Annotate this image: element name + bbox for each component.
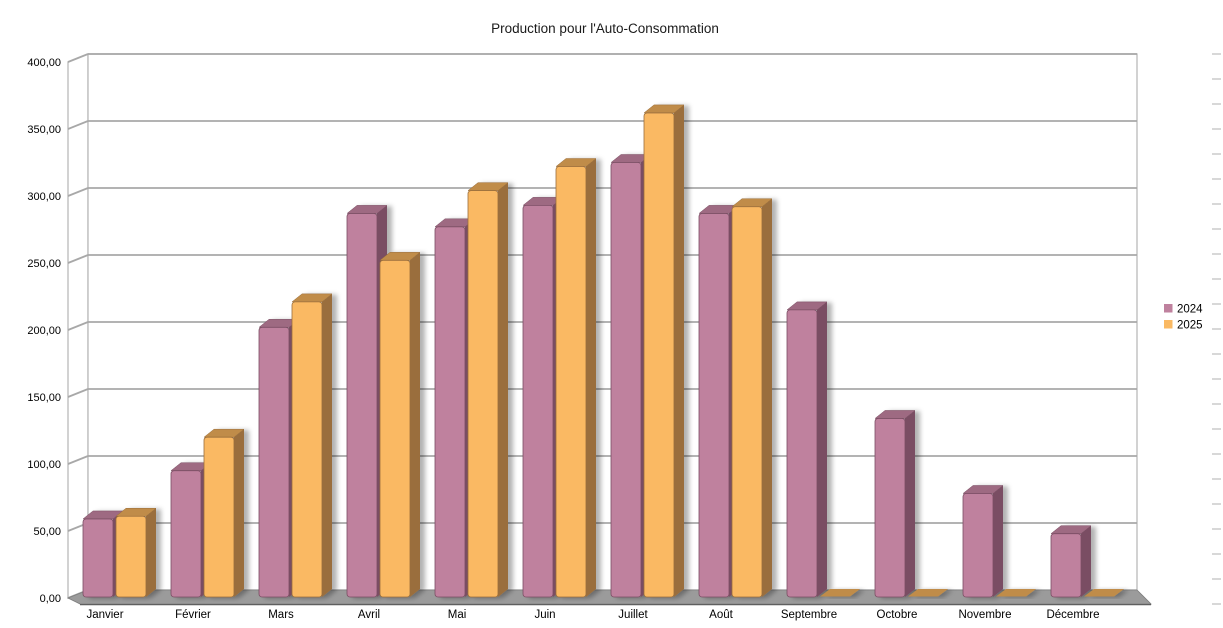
bar-side-face <box>586 158 596 597</box>
bar-side-face <box>322 293 332 597</box>
bar-front-face <box>698 213 730 598</box>
y-axis-tick-label-200: 200,00 <box>27 325 61 337</box>
bar-2025-janvier <box>115 508 157 598</box>
y-axis-tick-label-300: 300,00 <box>27 191 61 203</box>
bar-front-face <box>170 470 202 598</box>
bar-2024-octobre <box>874 410 916 598</box>
bar-2024-decembre <box>1050 525 1092 598</box>
bar-side-face <box>993 485 1003 597</box>
bar-front-face <box>874 418 906 598</box>
bar-side-face <box>410 252 420 597</box>
legend-swatch-2024 <box>1164 304 1173 313</box>
bar-zero-flat <box>820 589 860 597</box>
legend-label-2024: 2024 <box>1177 304 1203 316</box>
bar-front-face <box>731 206 763 598</box>
legend-swatch-2025 <box>1164 320 1173 329</box>
bar-2025-fevrier <box>203 428 245 598</box>
bar-front-face <box>962 493 994 598</box>
bar-front-face <box>379 259 411 598</box>
x-axis-category-label-janvier: Janvier <box>86 609 123 621</box>
legend: 2024 2025 <box>1164 304 1203 332</box>
x-axis-category-label-aout: Août <box>709 609 733 621</box>
bars-group <box>82 104 1124 598</box>
bar-side-face <box>905 410 915 597</box>
y-axis-tick-label-100: 100,00 <box>27 459 61 471</box>
bar-front-face <box>434 226 466 598</box>
y-axis-tick-label-150: 150,00 <box>27 392 61 404</box>
gridline-stub-150 <box>67 388 89 398</box>
bar-side-face <box>146 508 156 597</box>
x-axis-category-label-octobre: Octobre <box>877 609 918 621</box>
gridline-stub-100 <box>67 455 89 465</box>
bar-2025-septembre <box>820 589 860 597</box>
x-axis-category-label-juillet: Juillet <box>618 609 648 621</box>
y-axis-tick-label-250: 250,00 <box>27 258 61 270</box>
bar-front-face <box>258 326 290 598</box>
bar-zero-flat <box>996 589 1036 597</box>
bar-2025-mai <box>467 182 509 598</box>
gridline-stub-200 <box>67 321 89 331</box>
bar-front-face <box>522 204 554 598</box>
x-axis-category-label-novembre: Novembre <box>958 609 1011 621</box>
bar-front-face <box>203 436 235 598</box>
gridline-stub-350 <box>67 120 89 130</box>
chart-title: Production pour l'Auto-Consommation <box>491 21 719 36</box>
x-axis-category-label-septembre: Septembre <box>781 609 837 621</box>
bar-zero-flat <box>908 589 948 597</box>
x-axis-category-label-mai: Mai <box>448 609 467 621</box>
x-axis-category-label-mars: Mars <box>268 609 294 621</box>
bar-2025-aout <box>731 198 773 598</box>
x-axis-category-label-juin: Juin <box>534 609 555 621</box>
bar-zero-flat <box>1084 589 1124 597</box>
bar-side-face <box>234 429 244 597</box>
y-axis-tick-label-350: 350,00 <box>27 124 61 136</box>
bar-2025-juillet <box>643 104 685 598</box>
x-axis-category-label-fevrier: Février <box>175 609 211 621</box>
y-axis-tick-label-50: 50,00 <box>33 526 61 538</box>
bar-front-face <box>786 309 818 598</box>
y-axis-tick-label-400: 400,00 <box>27 57 61 69</box>
bar-side-face <box>1081 525 1091 597</box>
bar-side-face <box>762 198 772 597</box>
bar-front-face <box>610 162 642 598</box>
bar-front-face <box>555 166 587 598</box>
bar-2024-novembre <box>962 485 1004 598</box>
gridline-stub-300 <box>67 187 89 197</box>
gridline-stub-400 <box>67 53 89 63</box>
bar-side-face <box>498 182 508 597</box>
bar-front-face <box>1050 533 1082 598</box>
bar-2025-juin <box>555 158 597 598</box>
bar-2025-octobre <box>908 589 948 597</box>
gridline-stub-250 <box>67 254 89 264</box>
axes-labels-group: 0,00 50,00 100,00 150,00 200,00 250,00 300,00 3… <box>27 57 1099 621</box>
bar-front-face <box>467 190 499 598</box>
bar-2024-septembre <box>786 301 828 598</box>
bar-2025-decembre <box>1084 589 1124 597</box>
bar-2025-avril <box>379 252 421 598</box>
bar-side-face <box>817 301 827 597</box>
x-axis-category-label-avril: Avril <box>358 609 380 621</box>
bar-front-face <box>346 213 378 598</box>
bar-2025-novembre <box>996 589 1036 597</box>
right-edge-tick-marks <box>1212 53 1221 605</box>
y-axis-tick-label-0: 0,00 <box>40 593 61 605</box>
bar-front-face <box>82 518 114 598</box>
bar-front-face <box>115 515 147 598</box>
bar-2025-mars <box>291 293 333 598</box>
bar-front-face <box>291 301 323 598</box>
legend-label-2025: 2025 <box>1177 320 1203 332</box>
bar-front-face <box>643 112 675 598</box>
bar-side-face <box>674 104 684 598</box>
x-axis-category-label-decembre: Décembre <box>1046 609 1099 621</box>
